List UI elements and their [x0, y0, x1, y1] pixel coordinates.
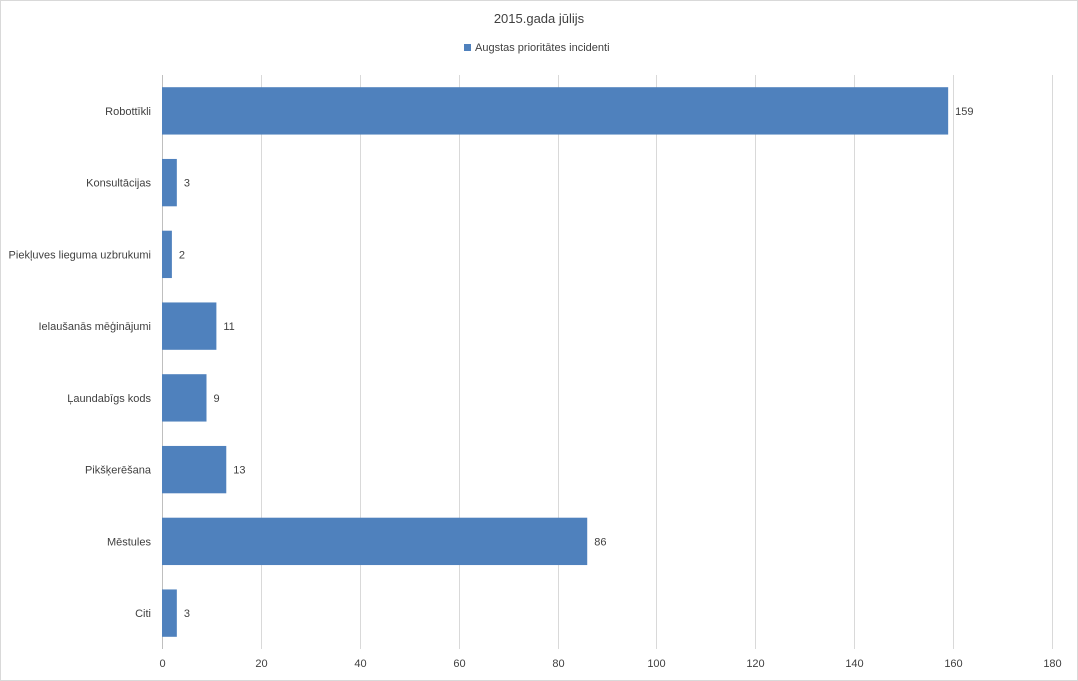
bar [162, 302, 217, 350]
x-axis-ticks: 0 20 40 60 80 100 120 140 160 180 [159, 658, 1061, 670]
category-label: Robottīkli [105, 106, 151, 118]
x-tick-label: 60 [453, 658, 465, 670]
bar [162, 445, 227, 494]
data-label: 3 [184, 178, 190, 190]
data-label: 86 [594, 536, 606, 548]
bar [162, 158, 177, 207]
chart-title: 2015.gada jūlijs [494, 11, 585, 26]
category-label: Konsultācijas [86, 178, 151, 190]
bars [162, 87, 949, 637]
data-label: 3 [184, 608, 190, 620]
x-tick-label: 80 [552, 658, 564, 670]
data-labels: 159 3 2 11 9 13 86 3 [179, 106, 974, 620]
x-tick-label: 40 [354, 658, 366, 670]
legend: Augstas prioritātes incidenti [464, 42, 610, 54]
category-label: Ļaundabīgs kods [67, 393, 151, 405]
bar [162, 517, 588, 566]
data-label: 13 [233, 465, 245, 477]
bar [162, 230, 172, 279]
category-label: Pikšķerēšana [85, 465, 152, 477]
data-label: 2 [179, 249, 185, 261]
bar [162, 87, 949, 135]
x-tick-label: 180 [1043, 658, 1061, 670]
category-label: Piekļuves lieguma uzbrukumi [9, 249, 151, 261]
legend-label: Augstas prioritātes incidenti [475, 42, 610, 54]
x-tick-label: 160 [944, 658, 962, 670]
x-tick-label: 120 [746, 658, 764, 670]
x-tick-label: 140 [845, 658, 863, 670]
x-tick-label: 100 [647, 658, 665, 670]
data-label: 11 [223, 321, 234, 333]
x-tick-label: 20 [255, 658, 267, 670]
x-tick-label: 0 [159, 658, 165, 670]
category-label: Mēstules [107, 536, 152, 548]
data-label: 159 [955, 106, 973, 118]
category-labels: Robottīkli Konsultācijas Piekļuves lieguma… [9, 106, 152, 620]
category-label: Citi [135, 608, 151, 620]
data-label: 9 [214, 393, 220, 405]
bar [162, 589, 177, 637]
legend-swatch [464, 44, 471, 51]
category-label: Ielaušanās mēģinājumi [38, 320, 151, 333]
bar [162, 374, 207, 422]
